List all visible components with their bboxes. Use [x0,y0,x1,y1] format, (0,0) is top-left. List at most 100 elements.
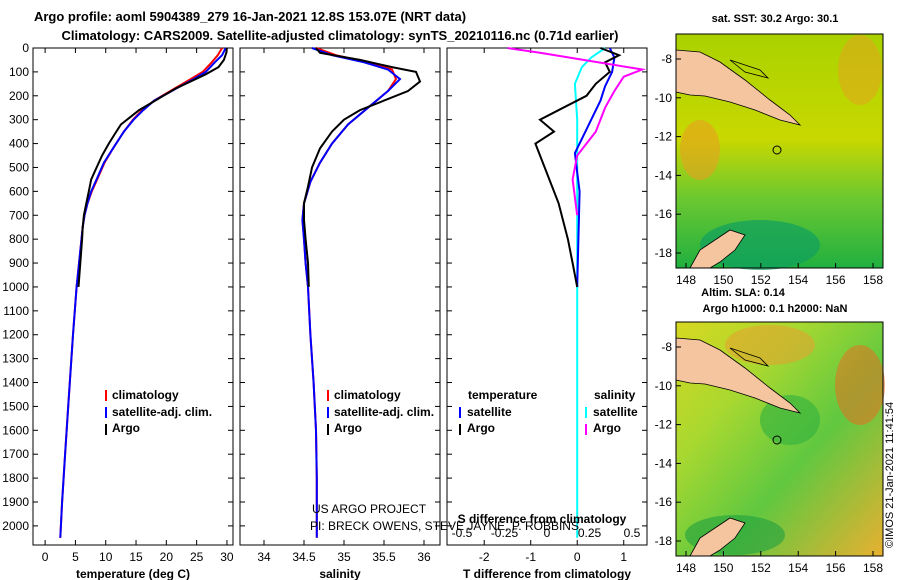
map-top-warm-patch [838,35,882,105]
salinity-legend: climatology satellite-adj. clim. Argo [327,388,434,435]
x-tick-label: 1 [620,550,627,564]
map-top-island [729,59,770,79]
map-bottom-title1: Altim. SLA: 0.14 [701,287,786,299]
legend-label-t-satellite: satellite [467,405,512,419]
map-top-float-location [772,145,782,155]
map-top-coast-aus [689,229,746,269]
map-bottom-island [729,347,770,367]
map-x-tick-label: 152 [751,561,771,575]
difference-plot: -2 -1 0 1 -0.5 -0.25 0 0.25 0.5 [447,47,647,564]
map-x-tick-label: 158 [863,561,883,575]
map-bottom-warm-patch [725,325,815,365]
depth-tick-label: 1400 [2,376,29,390]
legend-title-salinity: salinity [594,388,636,402]
map-bottom-title2: Argo h1000: 0.1 h2000: NaN [703,303,848,315]
legend-label-satellite: satellite-adj. clim. [334,405,434,419]
map-top-title: sat. SST: 30.2 Argo: 30.1 [712,13,839,25]
series-line-satellite-adj-clim- [59,47,227,538]
legend-label-satellite: satellite-adj. clim. [112,405,212,419]
x-tick-label: -1 [525,550,536,564]
difference-xlabel-salinity: S difference from climatology [458,512,627,526]
map-bottom-coast-aus [689,517,746,557]
depth-tick-label: 1900 [2,495,29,509]
map-x-tick-label: 156 [826,561,846,575]
legend-label-s-satellite: satellite [593,405,638,419]
series-line-argo [77,47,228,287]
series-line-climatology [59,47,223,538]
map-y-tick-label: -16 [655,495,673,509]
map-x-tick-label: 156 [826,273,846,287]
map-y-tick-label: -18 [655,534,673,548]
temperature-panel-frame [32,47,234,546]
series-line-s-argo [507,47,647,216]
depth-tick-label: 600 [9,184,29,198]
legend-label-climatology: climatology [334,388,401,402]
temperature-xlabel: temperature (deg C) [76,567,190,580]
depth-tick-label: 1600 [2,423,29,437]
x-tick-label: 10 [99,550,113,564]
legend-label-s-argo: Argo [593,421,621,435]
map-x-tick-label: 152 [751,273,771,287]
depth-tick-label: 200 [9,89,29,103]
x-tick-label: 35 [337,550,351,564]
map-bottom-warm-patch [835,345,885,425]
map-x-tick-label: 154 [788,561,808,575]
legend-title-temperature: temperature [468,388,538,402]
x-tick-label: 34 [257,550,271,564]
x-tick-label: 35.5 [372,550,396,564]
depth-tick-label: 900 [9,256,29,270]
depth-tick-label: 1300 [2,352,29,366]
depth-tick-label: 2000 [2,519,29,533]
map-y-tick-label: -12 [655,418,673,432]
x-tick-label: 0 [574,550,581,564]
map-top-frame [675,33,884,269]
legend-label-t-argo: Argo [467,421,495,435]
depth-tick-label: 800 [9,232,29,246]
x-tick2-label: -0.5 [452,526,473,540]
map-bottom [675,321,885,557]
x-tick2-label: 0.5 [624,526,641,540]
map-top-axes: 148 150 152 154 156 158 -8 -10 -12 -14 -16 -18 [655,52,884,287]
map-x-tick-label: 150 [713,273,733,287]
imos-stamp: ©IMOS 21-Jan-2021 11:41:54 [884,402,896,548]
salinity-panel-frame [239,47,441,546]
map-x-tick-label: 148 [676,273,696,287]
depth-tick-label: 1100 [3,304,29,318]
depth-tick-label: 1000 [2,280,29,294]
salinity-xlabel: salinity [319,567,361,580]
series-line-t-argo [534,47,622,288]
map-y-tick-label: -14 [655,168,673,182]
temperature-plot: 0 5 10 15 20 25 30 [33,47,234,564]
series-line-satellite-adj-clim- [301,47,402,538]
x-tick-label: 25 [190,550,204,564]
map-x-tick-label: 150 [713,561,733,575]
legend-label-argo: Argo [334,421,362,435]
x-tick2-label: 0 [544,526,551,540]
x-tick-label: 30 [220,550,234,564]
map-y-tick-label: -8 [661,52,672,66]
depth-tick-label: 500 [9,160,29,174]
map-y-tick-label: -18 [655,246,673,260]
salinity-plot: 34 34.5 35 35.5 36 [240,47,440,564]
map-y-tick-label: -10 [655,91,673,105]
depth-tick-label: 1800 [2,471,29,485]
temperature-legend: climatology satellite-adj. clim. Argo [105,388,212,435]
difference-xlabel: T difference from climatology [463,567,631,580]
legend-label-climatology: climatology [112,388,179,402]
depth-tick-label: 1500 [2,399,29,413]
map-y-tick-label: -16 [655,207,673,221]
x-tick-label: 20 [160,550,174,564]
map-y-tick-label: -12 [655,130,673,144]
map-bottom-axes: 148 150 152 154 156 158 -8 -10 -12 -14 -16 -18 [655,340,884,575]
map-x-tick-label: 148 [676,561,696,575]
map-x-tick-label: 154 [788,273,808,287]
difference-legend: temperature salinity satellite Argo sate… [459,388,638,435]
map-bottom-land-png [675,337,802,414]
figure-title-line2: Climatology: CARS2009. Satellite-adjuste… [61,28,618,43]
depth-tick-label: 400 [9,137,29,151]
x-tick-label: 15 [129,550,143,564]
map-bottom-float-location [772,435,782,445]
x-tick2-label: 0.25 [578,526,602,540]
map-top-land-png [675,49,802,126]
